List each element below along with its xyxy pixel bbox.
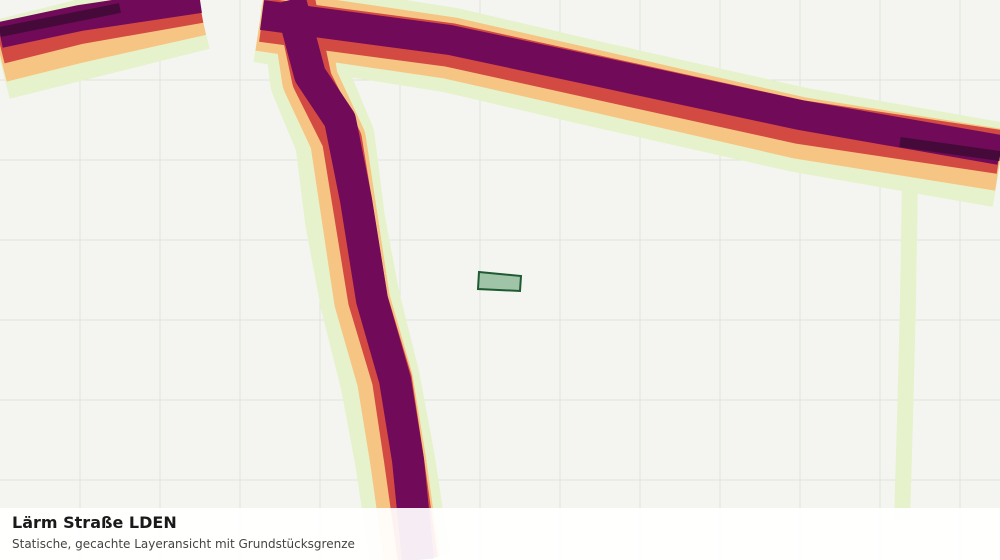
info-panel: [0, 508, 1000, 560]
panel-title: Lärm Straße LDEN: [12, 513, 177, 532]
panel-subtitle: Statische, gecachte Layeransicht mit Gru…: [12, 537, 355, 551]
parcel-boundary: [476, 270, 523, 293]
